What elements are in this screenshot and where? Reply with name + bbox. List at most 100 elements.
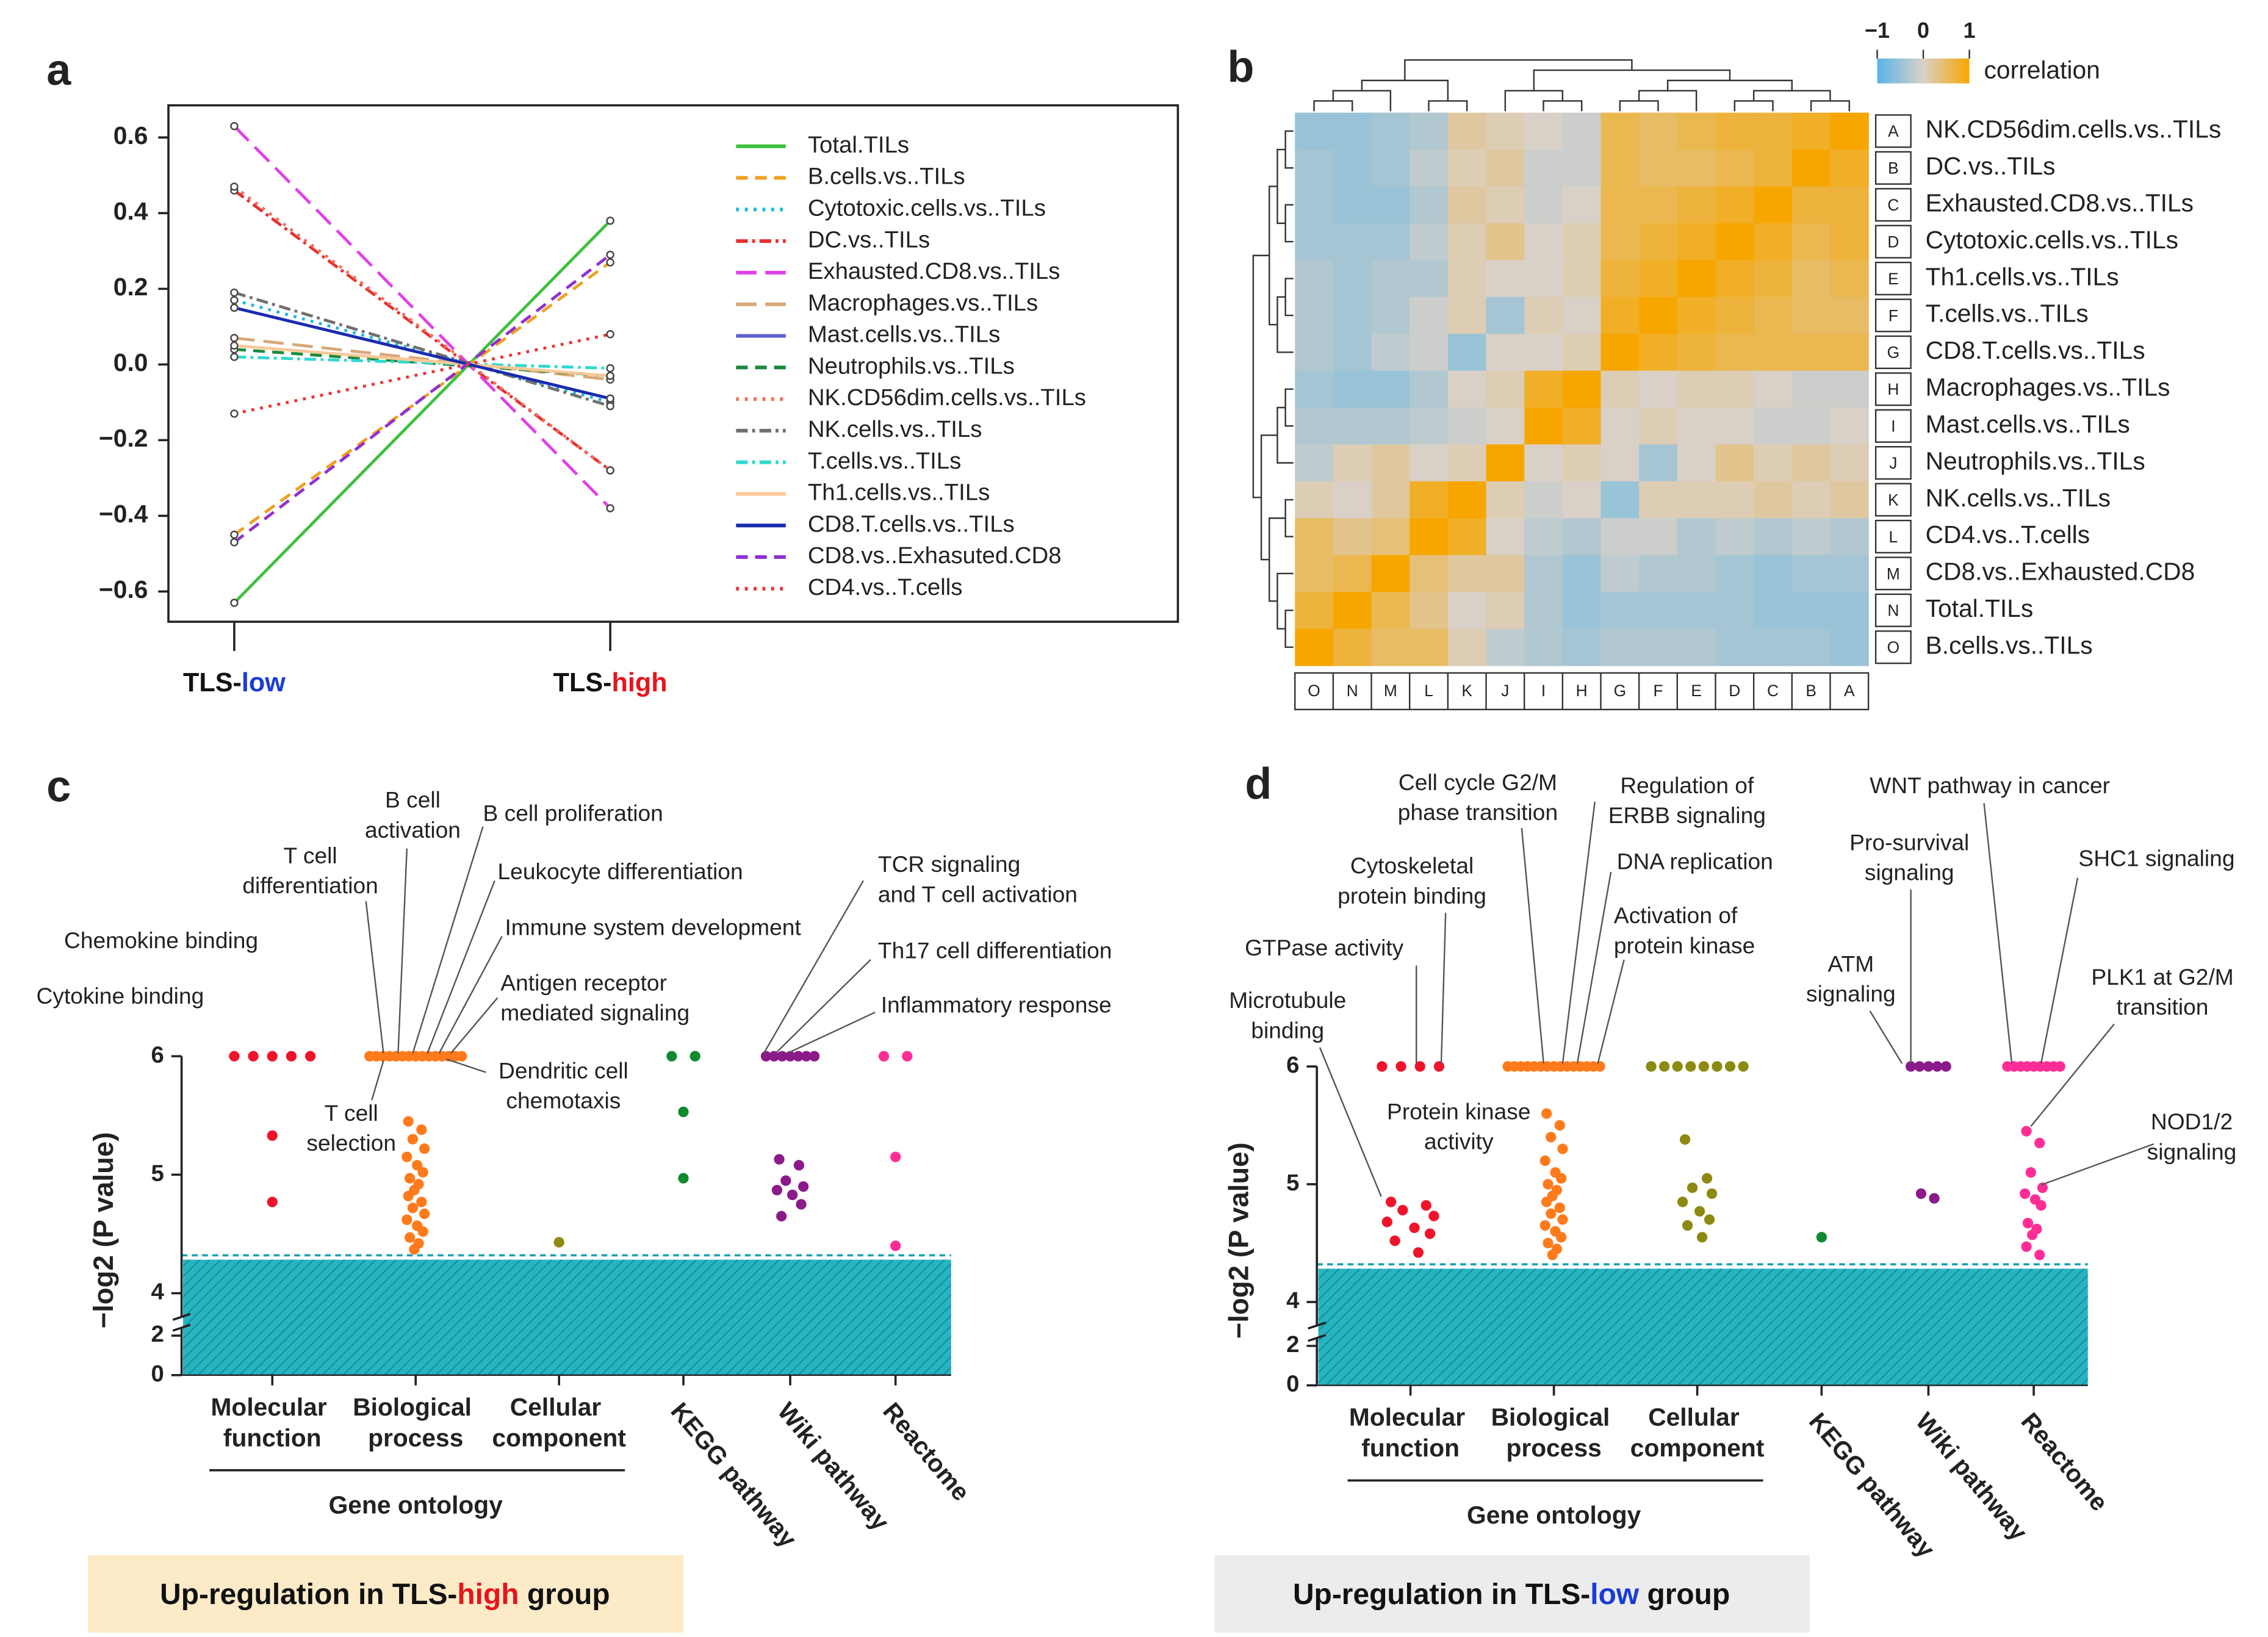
point [409, 1244, 420, 1255]
colorbar-tick-label: 0 [1917, 18, 1929, 43]
series-line [234, 333, 611, 416]
heatmap-cell [1371, 444, 1410, 482]
annotation: TCR signaling [878, 851, 1020, 877]
point [267, 1130, 278, 1141]
heatmap-cell [1447, 518, 1487, 556]
heatmap-cell [1486, 186, 1525, 224]
caption-part: group [1639, 1578, 1730, 1611]
point [1672, 1061, 1683, 1072]
x-tick-label-part: TLS- [183, 669, 242, 698]
heatmap-cell [1830, 444, 1869, 482]
heatmap-cell [1677, 297, 1716, 334]
heatmap-cell [1295, 370, 1334, 408]
point [230, 599, 239, 607]
heatmap-cell [1639, 112, 1678, 150]
heatmap-cell [1486, 112, 1525, 150]
heatmap-cell [1486, 370, 1525, 408]
point [1677, 1196, 1688, 1207]
heatmap-cell [1524, 592, 1563, 630]
heatmap-cell [1447, 481, 1487, 519]
heatmap-cell [1639, 186, 1678, 224]
dendrogram-branch [1543, 100, 1583, 112]
point [1694, 1206, 1705, 1217]
heatmap-cell [1830, 628, 1869, 666]
point [1409, 1222, 1420, 1233]
heatmap-cell [1409, 518, 1449, 556]
caption-box [88, 1555, 684, 1633]
legend-label: Neutrophils.vs..TILs [808, 353, 1015, 379]
point [2034, 1250, 2045, 1261]
annotation-leader [2030, 1023, 2115, 1127]
heatmap-cell [1791, 297, 1831, 334]
legend-label: DC.vs..TILs [808, 226, 930, 253]
col-letter: G [1614, 682, 1627, 700]
heatmap-cell [1371, 481, 1410, 519]
annotation: Activation of [1614, 902, 1738, 928]
x-tick-label: Cellular component [492, 1393, 626, 1452]
colorbar [1877, 58, 1970, 84]
annotation-leader [397, 848, 408, 1054]
legend-label: Total.TILs [808, 132, 909, 158]
annotation: B cell proliferation [483, 800, 663, 826]
heatmap-cell [1371, 518, 1410, 556]
point [1395, 1061, 1406, 1072]
point [678, 1106, 689, 1118]
point [416, 1196, 427, 1207]
point [1539, 1220, 1550, 1231]
legend-label: NK.CD56dim.cells.vs..TILs [808, 384, 1086, 411]
point [606, 394, 614, 403]
panel-label: b [1228, 43, 1255, 92]
annotation: protein binding [1337, 883, 1486, 908]
row-letter: G [1887, 344, 1900, 362]
heatmap-cell [1715, 223, 1754, 261]
row-label: Total.TILs [1926, 594, 2034, 622]
caption: Up-regulation in TLS-high group [160, 1578, 610, 1611]
row-letter: J [1889, 454, 1897, 472]
dendrogram-branch [1269, 517, 1286, 602]
point [2027, 1229, 2038, 1240]
row-letter: H [1887, 380, 1899, 398]
heatmap-cell [1600, 481, 1640, 519]
point [304, 1051, 316, 1062]
heatmap-cell [1715, 186, 1754, 224]
point [1679, 1134, 1691, 1145]
legend-label: CD8.T.cells.vs..TILs [808, 511, 1015, 537]
x-tick-label: TLS-low [183, 669, 286, 698]
annotation-leader [787, 1012, 876, 1054]
point [777, 1051, 788, 1062]
heatmap-cell [1754, 334, 1793, 372]
heatmap-cell [1447, 444, 1487, 482]
y-tick-label: 0 [151, 1361, 164, 1387]
heatmap-cell [1715, 518, 1754, 556]
dendrogram-branch [1810, 100, 1850, 112]
point [401, 1214, 412, 1225]
point [890, 1240, 901, 1251]
dendrogram-branch [1284, 498, 1294, 538]
point [890, 1151, 901, 1162]
point [1413, 1247, 1424, 1258]
heatmap-cell [1677, 186, 1716, 224]
y-tick-label: 6 [1286, 1052, 1299, 1078]
heatmap-cell [1295, 592, 1334, 630]
dendrogram-branch [1252, 254, 1270, 498]
nonsignificant-area [183, 1259, 951, 1375]
panel-label: d [1245, 760, 1272, 808]
point [1915, 1188, 1927, 1199]
point [2021, 1241, 2032, 1252]
heatmap-cell [1371, 592, 1410, 630]
heatmap-cell [1295, 444, 1334, 482]
heatmap-cell [1677, 628, 1716, 666]
heatmap-cell [1333, 112, 1372, 150]
annotation: chemotaxis [506, 1087, 621, 1113]
heatmap-cell [1791, 592, 1831, 630]
point [1594, 1061, 1605, 1072]
point [801, 1051, 812, 1062]
legend-label: B.cells.vs..TILs [808, 164, 965, 190]
heatmap-cell [1371, 186, 1410, 224]
legend-label: Exhausted.CD8.vs..TILs [808, 258, 1060, 284]
annotation-leader [1561, 801, 1596, 1064]
row-letter-box [1874, 630, 1912, 664]
heatmap-cell [1409, 481, 1449, 519]
caption-part: low [1590, 1578, 1640, 1611]
